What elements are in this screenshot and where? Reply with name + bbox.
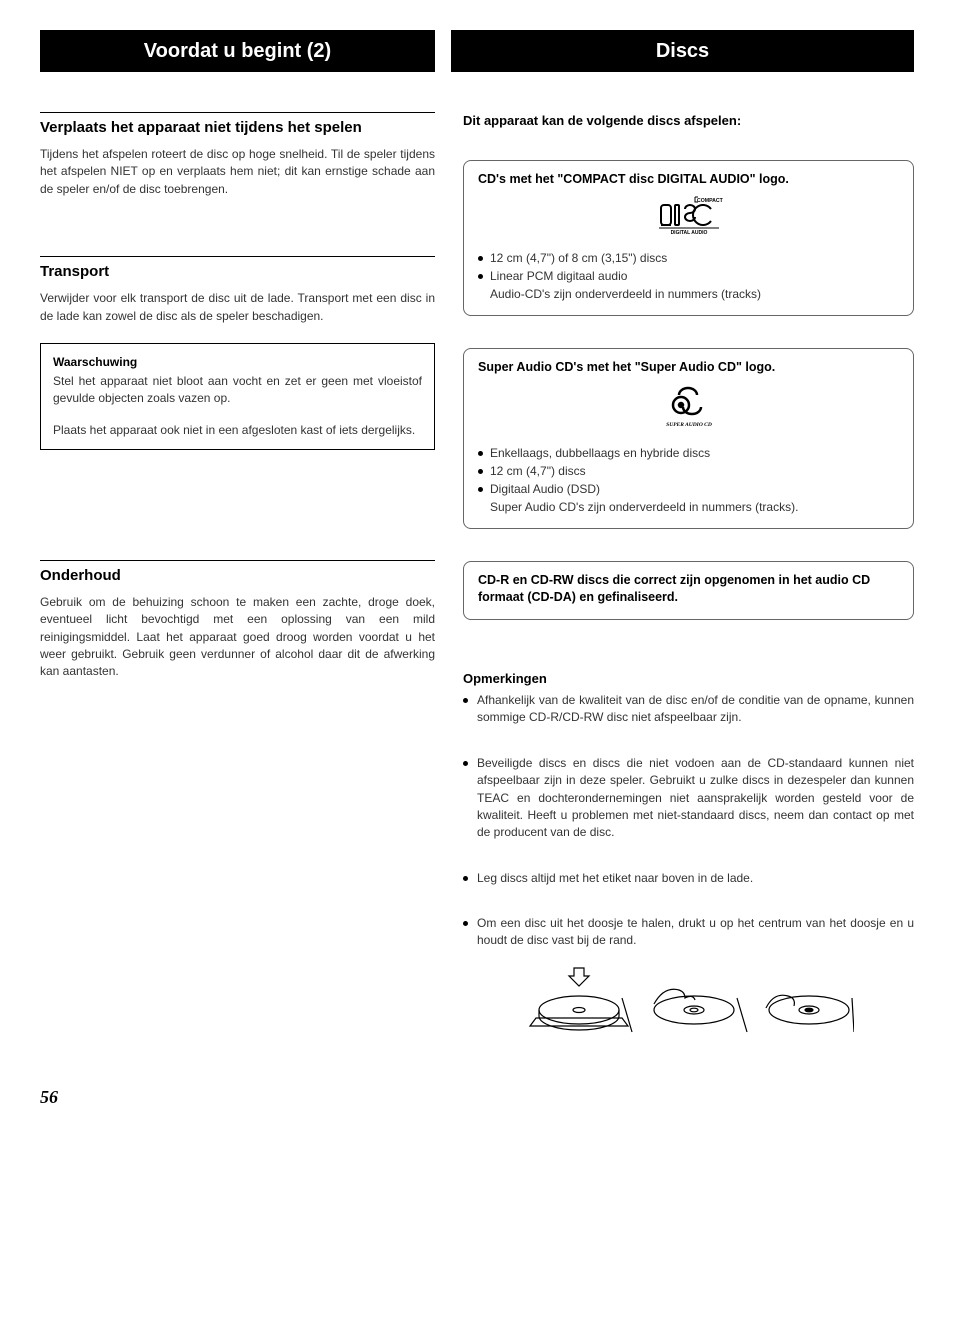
discs-intro: Dit apparaat kan de volgende discs afspe… xyxy=(463,112,914,130)
disc-box-cdr: CD-R en CD-RW discs die correct zijn opg… xyxy=(463,561,914,620)
heading-transport: Transport xyxy=(40,256,435,282)
list-item: 12 cm (4,7") of 8 cm (3,15") discs xyxy=(478,249,899,267)
cd-logo-top-text: COMPACT xyxy=(697,198,724,204)
warning-box: Waarschuwing Stel het apparaat niet bloo… xyxy=(40,343,435,450)
compact-disc-logo: COMPACT DIGITAL AUDIO xyxy=(478,195,899,240)
right-column: Dit apparaat kan de volgende discs afspe… xyxy=(463,112,914,1045)
body-transport: Verwijder voor elk transport de disc uit… xyxy=(40,290,435,325)
warning-title: Waarschuwing xyxy=(53,354,422,371)
list-item: 12 cm (4,7") discs xyxy=(478,462,899,480)
warning-p2: Plaats het apparaat ook niet in een afge… xyxy=(53,422,422,439)
remark-item: Om een disc uit het doosje te halen, dru… xyxy=(463,915,914,950)
remark-item: Afhankelijk van de kwaliteit van de disc… xyxy=(463,692,914,727)
remarks-heading: Opmerkingen xyxy=(463,670,914,688)
body-move-device: Tijdens het afspelen roteert de disc op … xyxy=(40,146,435,198)
disc-box-sacd-title: Super Audio CD's met het "Super Audio CD… xyxy=(478,359,899,377)
remark-item: Leg discs altijd met het etiket naar bov… xyxy=(463,870,914,887)
content-columns: Verplaats het apparaat niet tijdens het … xyxy=(40,112,914,1045)
disc-box-sacd-list: Enkellaags, dubbellaags en hybride discs… xyxy=(478,444,899,498)
list-item: Linear PCM digitaal audio xyxy=(478,267,899,285)
header-banners: Voordat u begint (2) Discs xyxy=(40,30,914,72)
body-maintenance: Gebruik om de behuizing schoon te maken … xyxy=(40,594,435,681)
disc-box-sacd: Super Audio CD's met het "Super Audio CD… xyxy=(463,348,914,528)
disc-box-cd-list: 12 cm (4,7") of 8 cm (3,15") discs Linea… xyxy=(478,249,899,285)
warning-p1: Stel het apparaat niet bloot aan vocht e… xyxy=(53,373,422,408)
page-number: 56 xyxy=(40,1085,914,1110)
cd-logo-bottom-text: DIGITAL AUDIO xyxy=(670,230,707,235)
sacd-logo: SUPER AUDIO CD xyxy=(478,383,899,434)
disc-box-cdr-title: CD-R en CD-RW discs die correct zijn opg… xyxy=(478,572,899,607)
disc-box-cd: CD's met het "COMPACT disc DIGITAL AUDIO… xyxy=(463,160,914,316)
list-item: Digitaal Audio (DSD) xyxy=(478,480,899,498)
disc-box-cd-note: Audio-CD's zijn onderverdeeld in nummers… xyxy=(478,285,899,303)
remarks-list: Afhankelijk van de kwaliteit van de disc… xyxy=(463,692,914,950)
heading-maintenance: Onderhoud xyxy=(40,560,435,586)
banner-left: Voordat u begint (2) xyxy=(40,30,435,72)
disc-box-sacd-note: Super Audio CD's zijn onderverdeeld in n… xyxy=(478,498,899,516)
left-column: Verplaats het apparaat niet tijdens het … xyxy=(40,112,435,1045)
list-item: Enkellaags, dubbellaags en hybride discs xyxy=(478,444,899,462)
sacd-logo-caption: SUPER AUDIO CD xyxy=(666,422,712,428)
disc-box-cd-title: CD's met het "COMPACT disc DIGITAL AUDIO… xyxy=(478,171,899,189)
disc-removal-illustration xyxy=(463,960,914,1045)
banner-right: Discs xyxy=(451,30,914,72)
remark-item: Beveiligde discs en discs die niet vodoe… xyxy=(463,755,914,842)
heading-move-device: Verplaats het apparaat niet tijdens het … xyxy=(40,112,435,138)
